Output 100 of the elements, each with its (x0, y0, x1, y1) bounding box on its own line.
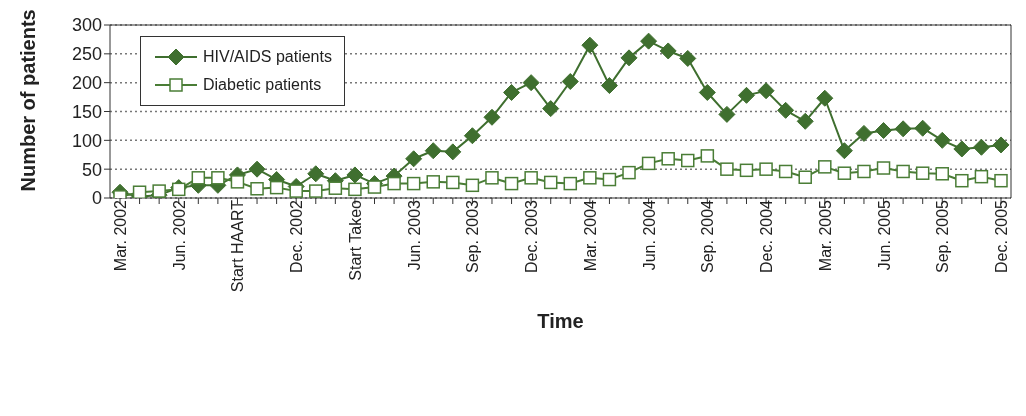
y-axis-title: Number of patients (17, 9, 40, 192)
point (191, 171, 206, 185)
point (698, 83, 716, 101)
point (367, 180, 382, 194)
point (778, 164, 793, 179)
y-tick-label: 100 (71, 130, 102, 151)
point (718, 105, 736, 123)
x-tick-label: Mar. 2005 (816, 199, 834, 272)
point (289, 184, 303, 198)
point (837, 166, 852, 180)
point (992, 136, 1010, 154)
point (816, 89, 834, 107)
x-tick-label: Sep. 2005 (934, 199, 952, 273)
point (875, 122, 893, 140)
point (387, 176, 401, 191)
point (563, 176, 578, 191)
point (503, 83, 521, 101)
x-tick-label: Dec. 2004 (758, 199, 776, 273)
point (230, 175, 245, 189)
x-tick-label: Dec. 2005 (993, 199, 1010, 273)
point (894, 120, 912, 138)
y-tick-label: 0 (91, 188, 102, 209)
x-tick-label: Jun. 2003 (405, 199, 423, 271)
x-tick-label: Sep. 2003 (464, 199, 482, 273)
point (796, 112, 814, 130)
y-tick-label: 200 (71, 73, 102, 94)
point (346, 166, 364, 184)
point (328, 181, 343, 195)
point (485, 171, 499, 185)
point (737, 86, 755, 104)
point (915, 166, 930, 180)
point (602, 172, 617, 187)
point (524, 171, 538, 185)
x-tick-label: Dec. 2003 (523, 199, 541, 273)
point (406, 176, 421, 191)
point (248, 160, 266, 178)
point (955, 173, 969, 188)
point (348, 182, 362, 197)
point (681, 153, 695, 168)
x-tick-label: Dec. 2002 (288, 199, 306, 273)
point (583, 171, 597, 185)
point (855, 124, 873, 142)
point (933, 131, 951, 149)
point (465, 178, 480, 193)
point (250, 182, 264, 196)
point (543, 175, 558, 190)
point (798, 170, 812, 184)
point (757, 82, 775, 100)
point (972, 138, 990, 156)
x-tick-label: Start Takeo (346, 199, 364, 281)
point (581, 36, 599, 54)
point (896, 164, 910, 179)
point (307, 165, 325, 183)
point (759, 162, 773, 176)
y-tick-label: 50 (81, 159, 102, 180)
point (620, 49, 638, 67)
point (661, 152, 675, 166)
point (211, 171, 225, 185)
y-tick-label: 250 (71, 44, 102, 65)
point (269, 180, 284, 195)
point (641, 156, 656, 171)
point (720, 162, 734, 176)
x-axis-title: Time (537, 310, 584, 332)
y-tick-label: 150 (71, 101, 102, 122)
point (914, 119, 932, 137)
point (309, 184, 323, 198)
point (679, 49, 697, 67)
point (622, 165, 636, 180)
point (542, 100, 560, 118)
x-tick-label: Sep. 2004 (699, 199, 717, 273)
point (426, 175, 440, 189)
point (405, 150, 423, 168)
point (600, 77, 618, 95)
point (857, 164, 871, 179)
x-tick-label: Mar. 2002 (112, 199, 129, 272)
legend-label: HIV/AIDS patients (203, 48, 332, 66)
point (522, 74, 540, 92)
point (504, 176, 519, 191)
point (424, 142, 442, 160)
point (659, 42, 677, 60)
point (444, 143, 462, 161)
point (561, 73, 579, 91)
point (953, 140, 971, 158)
y-tick-label: 300 (71, 15, 102, 36)
x-tick-label: Jun. 2002 (170, 199, 188, 271)
point (739, 163, 754, 178)
point (483, 108, 501, 126)
point (974, 169, 989, 184)
point (994, 173, 1008, 188)
point (640, 32, 658, 50)
point (463, 127, 481, 145)
legend-label: Diabetic patients (203, 76, 322, 94)
point (700, 149, 715, 163)
point (446, 175, 460, 190)
point (777, 101, 795, 119)
point (876, 161, 891, 175)
point (835, 142, 853, 160)
point (818, 160, 832, 174)
x-tick-label: Start HAART (229, 199, 247, 293)
x-tick-label: Jun. 2005 (875, 199, 893, 271)
